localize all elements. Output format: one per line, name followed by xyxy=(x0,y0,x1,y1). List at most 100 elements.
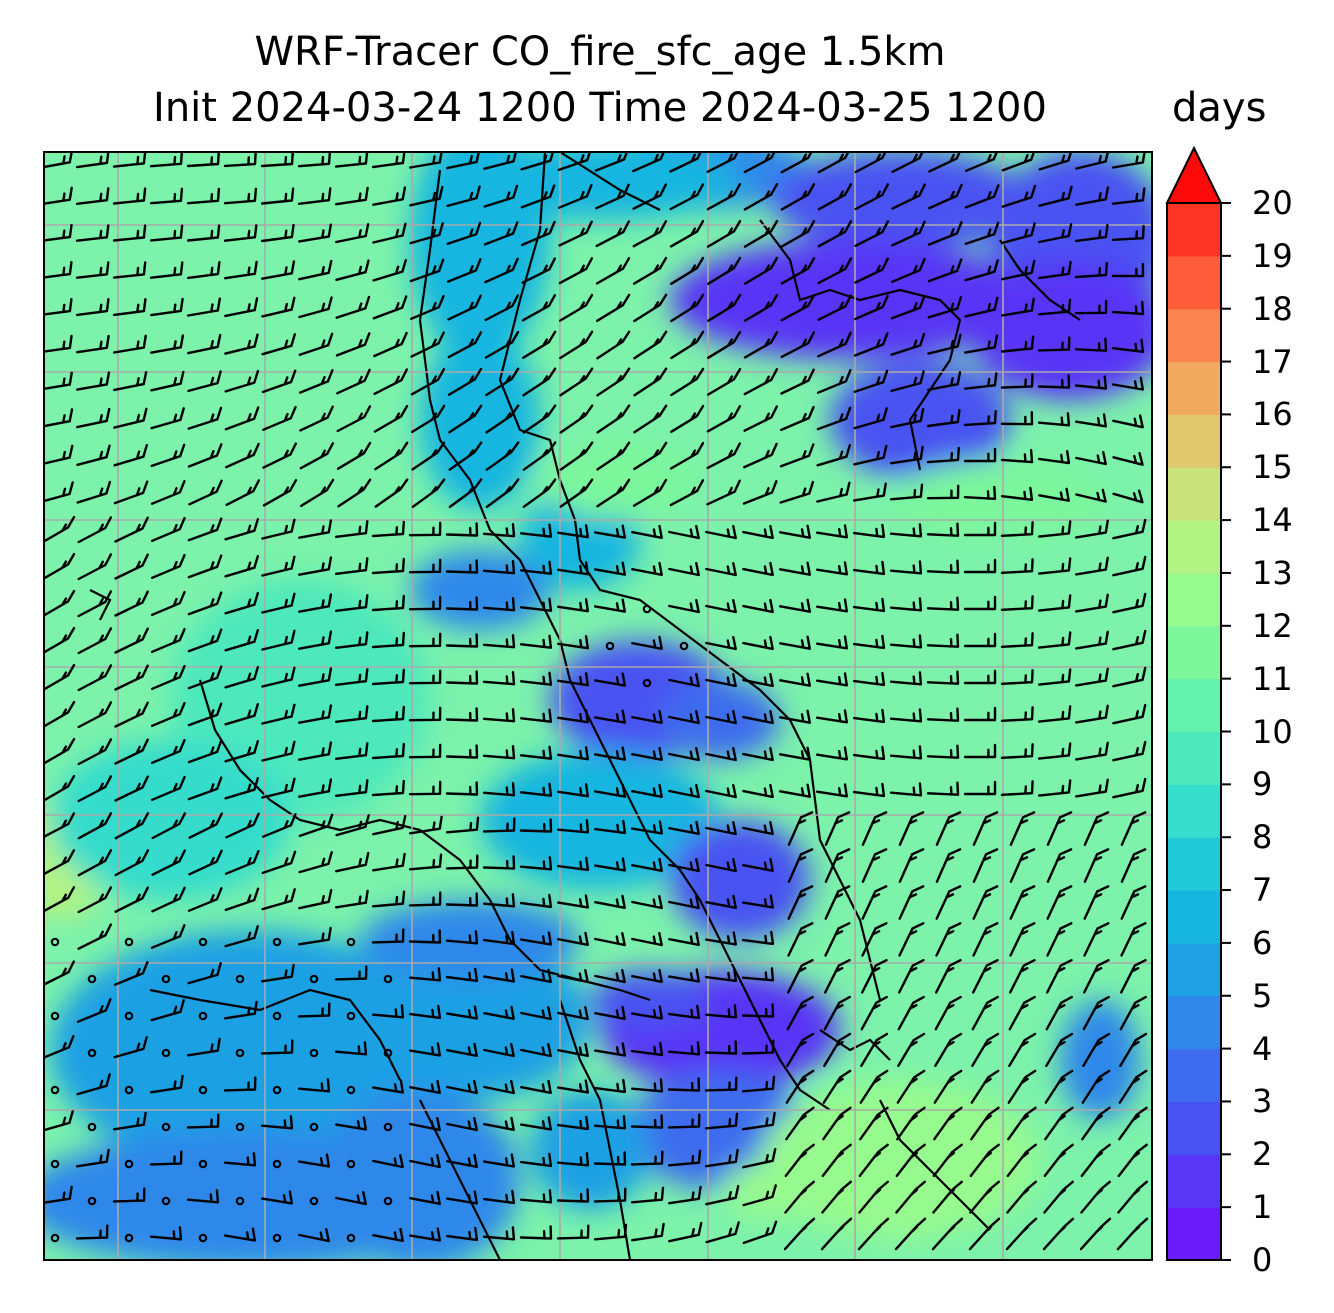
wind-barb-676 xyxy=(631,968,663,983)
wind-barb-180 xyxy=(44,371,73,390)
wind-barb-291 xyxy=(816,481,851,503)
wind-barb-562 xyxy=(861,811,888,846)
wind-barb-426 xyxy=(261,666,296,688)
wind-barb-38 xyxy=(335,186,369,206)
wind-barb-645 xyxy=(594,932,626,947)
wind-barb-57 xyxy=(1038,185,1073,207)
wind-barb-680 xyxy=(787,959,814,994)
wind-barb-575 xyxy=(224,850,260,875)
wind-barb-280 xyxy=(411,478,446,508)
wind-barb-347 xyxy=(668,562,700,577)
wind-barb-584 xyxy=(556,856,590,872)
wind-barb-112 xyxy=(854,257,889,284)
wind-barb-306 xyxy=(261,518,296,540)
colorbar-tick-label-12: 12 xyxy=(1252,606,1293,645)
wind-barb-691 xyxy=(76,998,112,1023)
wind-barb-44 xyxy=(557,184,593,209)
wind-barb-132 xyxy=(484,294,519,322)
wind-barb-197 xyxy=(670,367,705,397)
wind-barb-148 xyxy=(1074,299,1108,315)
wind-barb-366 xyxy=(261,592,296,614)
wind-barb-631 xyxy=(77,923,112,950)
wind-barb-445 xyxy=(963,669,997,685)
wind-barb-358 xyxy=(1075,556,1109,576)
wind-barb-313 xyxy=(519,523,553,538)
wind-barb-259 xyxy=(743,442,778,469)
wind-barb-794 xyxy=(556,1115,590,1131)
wind-barb-867 xyxy=(1043,1180,1074,1214)
calm-marker-789 xyxy=(383,1122,393,1132)
wind-barb-184 xyxy=(187,370,222,393)
wind-barb-778 xyxy=(1081,1069,1111,1104)
wind-barb-435 xyxy=(594,672,626,687)
calm-marker-847 xyxy=(309,1196,319,1206)
wind-barb-625 xyxy=(972,885,999,920)
wind-barb-183 xyxy=(150,370,185,392)
wind-barb-556 xyxy=(631,820,663,835)
wind-barb-627 xyxy=(1046,885,1073,920)
wind-barb-476 xyxy=(1000,706,1034,722)
wind-barb-657 xyxy=(1046,922,1073,957)
wind-barb-27 xyxy=(1038,152,1073,171)
wind-barb-316 xyxy=(631,524,663,539)
wind-barb-463 xyxy=(519,708,553,723)
colorbar-segment-1 xyxy=(1167,1154,1221,1208)
wind-barb-162 xyxy=(484,330,520,359)
wind-barb-613 xyxy=(519,893,553,909)
colorbar-tick-label-19: 19 xyxy=(1252,236,1293,275)
wind-barb-421 xyxy=(77,664,113,692)
wind-barb-536 xyxy=(1000,780,1034,796)
wind-barb-129 xyxy=(372,295,408,320)
colorbar-segment-5 xyxy=(1167,942,1221,997)
wind-barb-355 xyxy=(963,558,997,574)
wind-barb-422 xyxy=(114,664,149,691)
wind-barb-639 xyxy=(371,928,405,944)
wind-barb-120 xyxy=(44,298,73,316)
colorbar-segment-11 xyxy=(1167,625,1221,680)
wind-barb-253 xyxy=(522,441,557,471)
wind-barb-490 xyxy=(408,743,442,759)
wind-barb-851 xyxy=(446,1190,478,1205)
wind-barb-699 xyxy=(371,1004,405,1019)
wind-barb-568 xyxy=(1083,811,1110,846)
wind-barb-626 xyxy=(1009,885,1036,920)
wind-barb-348 xyxy=(705,562,737,577)
wind-barb-540 xyxy=(44,812,76,839)
wind-barb-356 xyxy=(1000,558,1034,574)
wind-barb-769 xyxy=(741,1075,776,1093)
wind-barb-352 xyxy=(852,560,886,576)
wind-barb-767 xyxy=(667,1077,701,1092)
calm-marker-872 xyxy=(124,1233,134,1243)
wind-barb-171 xyxy=(817,331,852,358)
wind-barb-611 xyxy=(445,892,479,907)
wind-barb-462 xyxy=(482,708,516,723)
wind-barb-168 xyxy=(707,330,742,359)
wind-barb-543 xyxy=(151,812,187,840)
calm-marker-783 xyxy=(161,1122,171,1132)
wind-barb-189 xyxy=(373,368,408,395)
calm-marker-669 xyxy=(383,974,393,984)
wind-barb-761 xyxy=(446,1080,478,1095)
wind-barb-555 xyxy=(593,819,627,835)
wind-barb-470 xyxy=(779,709,811,724)
wind-barb-235 xyxy=(963,410,997,427)
wind-barb-6 xyxy=(260,152,294,168)
wind-barb-685 xyxy=(972,959,999,994)
colorbar-tick-label-10: 10 xyxy=(1252,712,1293,751)
wind-barb-533 xyxy=(889,782,923,797)
colorbar-segment-8 xyxy=(1167,784,1221,838)
calm-marker-407 xyxy=(679,641,689,651)
wind-barb-34 xyxy=(186,187,221,205)
wind-barb-246 xyxy=(262,442,297,469)
wind-barb-633 xyxy=(150,924,186,949)
wind-barb-670 xyxy=(408,967,442,982)
wind-barb-716 xyxy=(1008,995,1036,1031)
wind-barb-190 xyxy=(410,368,446,396)
wind-barb-97 xyxy=(298,259,333,281)
wind-barb-281 xyxy=(448,478,483,509)
wind-barb-780 xyxy=(44,1110,74,1132)
wind-barb-274 xyxy=(188,479,223,506)
wind-barb-608 xyxy=(335,889,369,909)
wind-barb-208 xyxy=(1074,375,1108,390)
